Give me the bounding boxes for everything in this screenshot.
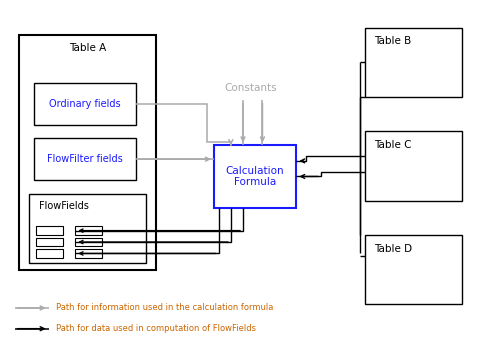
FancyBboxPatch shape [19,35,156,270]
Text: Path for information used in the calculation formula: Path for information used in the calcula… [56,303,273,312]
FancyBboxPatch shape [36,238,63,246]
Text: Table B: Table B [374,36,412,46]
FancyBboxPatch shape [364,235,462,304]
Text: Table C: Table C [374,140,412,150]
FancyBboxPatch shape [36,249,63,258]
Text: Calculation
Formula: Calculation Formula [226,166,284,187]
Text: FlowFilter fields: FlowFilter fields [47,154,123,164]
FancyBboxPatch shape [364,131,462,201]
FancyBboxPatch shape [75,249,102,258]
Text: FlowFields: FlowFields [39,201,89,211]
FancyBboxPatch shape [364,28,462,97]
FancyBboxPatch shape [75,226,102,235]
Text: Ordinary fields: Ordinary fields [49,99,121,109]
Text: Constants: Constants [224,83,277,93]
Text: Table A: Table A [69,43,106,53]
FancyBboxPatch shape [75,238,102,246]
Text: Path for data used in computation of FlowFields: Path for data used in computation of Flo… [56,324,256,333]
FancyBboxPatch shape [36,226,63,235]
FancyBboxPatch shape [29,194,146,263]
Text: Table D: Table D [374,244,412,254]
FancyBboxPatch shape [34,83,136,125]
FancyBboxPatch shape [214,145,296,208]
FancyBboxPatch shape [34,138,136,180]
